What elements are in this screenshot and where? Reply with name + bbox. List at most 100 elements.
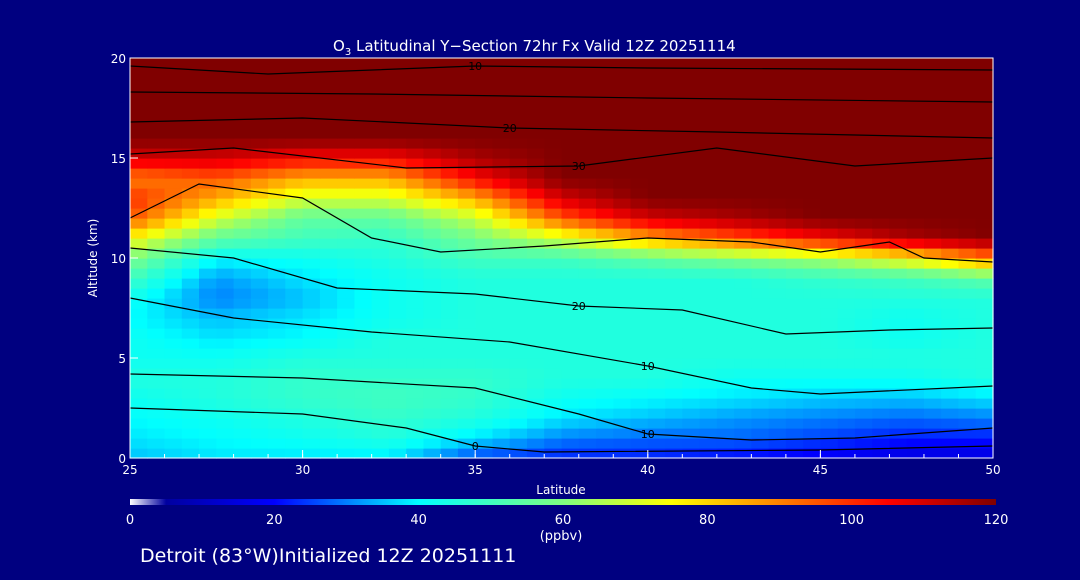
- heatmap-cell: [716, 88, 735, 99]
- heatmap-cell: [734, 238, 752, 249]
- heatmap-cell: [906, 438, 925, 449]
- heatmap-cell: [924, 358, 942, 369]
- heatmap-cell: [906, 408, 925, 419]
- heatmap-cell: [457, 378, 476, 389]
- heatmap-cell: [285, 268, 304, 279]
- heatmap-cell: [889, 438, 908, 449]
- heatmap-cell: [785, 178, 804, 189]
- heatmap-cell: [854, 328, 873, 339]
- heatmap-cell: [716, 178, 735, 189]
- heatmap-cell: [147, 278, 166, 289]
- heatmap-cell: [388, 368, 407, 379]
- heatmap-cell: [285, 438, 304, 449]
- heatmap-cell: [682, 188, 701, 199]
- heatmap-cell: [682, 68, 701, 79]
- heatmap-cell: [958, 78, 977, 89]
- heatmap-cell: [596, 238, 614, 249]
- heatmap-cell: [216, 378, 235, 389]
- heatmap-cell: [164, 448, 183, 459]
- heatmap-cell: [872, 228, 891, 239]
- heatmap-cell: [596, 58, 614, 69]
- heatmap-cell: [854, 368, 873, 379]
- heatmap-cell: [578, 328, 597, 339]
- heatmap-cell: [630, 378, 649, 389]
- heatmap-cell: [596, 118, 614, 129]
- heatmap-cell: [250, 128, 269, 139]
- heatmap-cell: [872, 158, 891, 169]
- heatmap-cell: [630, 208, 649, 219]
- heatmap-cell: [613, 438, 632, 449]
- heatmap-cell: [216, 268, 235, 279]
- heatmap-cell: [889, 348, 908, 359]
- heatmap-cell: [578, 138, 597, 149]
- heatmap-cell: [578, 178, 597, 189]
- heatmap-cell: [164, 218, 183, 229]
- heatmap-cell: [872, 338, 891, 349]
- heatmap-cell: [561, 348, 580, 359]
- heatmap-cell: [854, 378, 873, 389]
- heatmap-cell: [751, 348, 770, 359]
- heatmap-cell: [492, 328, 511, 339]
- heatmap-cell: [544, 388, 563, 399]
- heatmap-cell: [233, 248, 252, 259]
- heatmap-cell: [665, 228, 683, 239]
- heatmap-cell: [268, 258, 286, 269]
- heatmap-cell: [906, 358, 925, 369]
- x-tick-label: 45: [813, 463, 828, 477]
- heatmap-cell: [371, 308, 390, 319]
- heatmap-cell: [423, 418, 442, 429]
- heatmap-cell: [371, 388, 390, 399]
- heatmap-cell: [647, 428, 666, 439]
- heatmap-cell: [319, 68, 338, 79]
- heatmap-cell: [509, 78, 528, 89]
- heatmap-cell: [544, 358, 563, 369]
- heatmap-cell: [130, 318, 148, 329]
- heatmap-cell: [613, 108, 632, 119]
- heatmap-cell: [734, 208, 752, 219]
- heatmap-cell: [302, 108, 321, 119]
- heatmap-cell: [527, 108, 545, 119]
- heatmap-cell: [578, 388, 597, 399]
- heatmap-cell: [682, 428, 701, 439]
- heatmap-cell: [872, 378, 891, 389]
- heatmap-cell: [285, 118, 304, 129]
- heatmap-cell: [975, 428, 994, 439]
- heatmap-cell: [216, 258, 235, 269]
- heatmap-cell: [682, 398, 701, 409]
- heatmap-cell: [596, 448, 614, 459]
- heatmap-cell: [820, 138, 839, 149]
- heatmap-cell: [268, 338, 286, 349]
- heatmap-cell: [406, 168, 425, 179]
- heatmap-cell: [665, 318, 683, 329]
- heatmap-cell: [423, 278, 442, 289]
- heatmap-cell: [889, 128, 908, 139]
- y-tick-label: 15: [111, 152, 126, 166]
- heatmap-cell: [768, 418, 787, 429]
- heatmap-cell: [768, 388, 787, 399]
- heatmap-cell: [492, 288, 511, 299]
- heatmap-cell: [440, 208, 459, 219]
- heatmap-cell: [440, 138, 459, 149]
- colorbar-tick-label: 120: [984, 513, 1009, 528]
- heatmap-cell: [216, 138, 235, 149]
- heatmap-cell: [544, 398, 563, 409]
- heatmap-cell: [803, 318, 821, 329]
- heatmap-cell: [803, 208, 821, 219]
- heatmap-cell: [665, 438, 683, 449]
- heatmap-cell: [820, 438, 839, 449]
- heatmap-cell: [250, 318, 269, 329]
- heatmap-cell: [268, 428, 286, 439]
- heatmap-cell: [544, 218, 563, 229]
- heatmap-cell: [630, 298, 649, 309]
- heatmap-cell: [751, 248, 770, 259]
- heatmap-cell: [803, 198, 821, 209]
- heatmap-cell: [285, 368, 304, 379]
- heatmap-cell: [233, 408, 252, 419]
- heatmap-cell: [854, 198, 873, 209]
- heatmap-cell: [250, 448, 269, 459]
- heatmap-cell: [596, 378, 614, 389]
- heatmap-cell: [837, 88, 856, 99]
- heatmap-cell: [820, 348, 839, 359]
- heatmap-cell: [527, 348, 545, 359]
- heatmap-cell: [147, 378, 166, 389]
